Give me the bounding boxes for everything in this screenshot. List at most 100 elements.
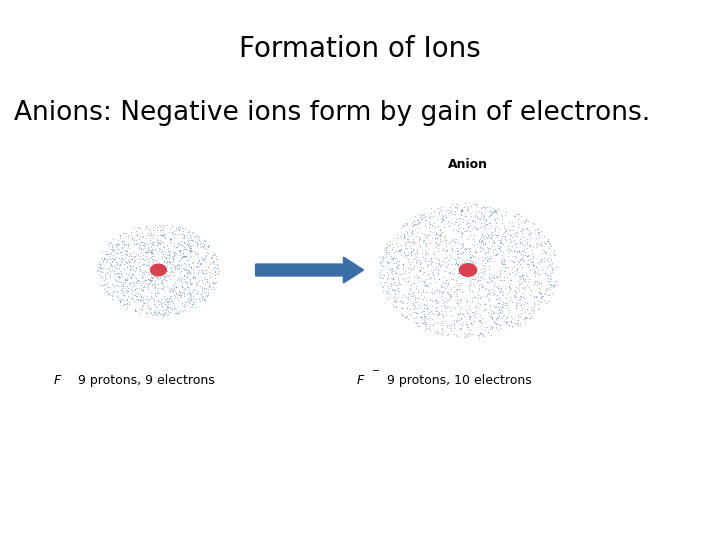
Point xyxy=(531,292,542,301)
Point xyxy=(498,275,510,284)
Point xyxy=(538,237,549,246)
Point xyxy=(515,292,526,300)
Point xyxy=(98,280,109,288)
Point xyxy=(138,241,150,250)
Point xyxy=(414,304,426,313)
Point xyxy=(117,242,128,251)
Point xyxy=(436,325,447,333)
Point xyxy=(452,227,464,235)
Point xyxy=(392,263,403,272)
Point xyxy=(141,231,153,240)
Point xyxy=(125,251,136,260)
Point xyxy=(505,257,517,266)
Point xyxy=(153,284,164,292)
Point xyxy=(183,299,194,308)
Point xyxy=(521,251,532,260)
Point xyxy=(477,203,488,212)
Point xyxy=(431,259,442,268)
Point xyxy=(463,304,474,313)
Point xyxy=(158,298,170,307)
Point xyxy=(480,292,492,300)
Point xyxy=(463,322,474,331)
Point xyxy=(425,239,436,247)
Point xyxy=(199,242,210,251)
Point xyxy=(444,240,455,248)
Point xyxy=(180,268,192,277)
Point xyxy=(542,254,554,262)
Point xyxy=(132,230,143,238)
Point xyxy=(521,305,533,314)
Point xyxy=(519,316,531,325)
Point xyxy=(477,256,488,265)
Point xyxy=(439,304,451,313)
Point xyxy=(181,300,192,309)
Point xyxy=(173,256,184,265)
Point xyxy=(442,260,454,268)
Point xyxy=(129,273,140,281)
Point xyxy=(145,303,157,312)
Point xyxy=(410,258,422,266)
Point xyxy=(123,269,135,278)
Point xyxy=(413,272,425,281)
Point xyxy=(495,234,507,243)
Point xyxy=(487,308,499,317)
Point xyxy=(533,227,544,236)
Point xyxy=(540,286,552,295)
Point xyxy=(519,314,531,322)
Point xyxy=(544,283,555,292)
Point xyxy=(197,243,209,252)
Point xyxy=(382,258,394,267)
Point xyxy=(494,288,505,296)
Point xyxy=(419,301,431,309)
Point xyxy=(99,269,111,278)
Point xyxy=(485,234,496,242)
Point xyxy=(152,267,163,275)
Point xyxy=(539,296,550,305)
Point xyxy=(449,217,461,226)
Point xyxy=(161,296,173,305)
Point xyxy=(182,255,194,264)
Point xyxy=(186,279,198,287)
Point xyxy=(374,272,385,281)
Point xyxy=(172,291,184,300)
Point xyxy=(462,319,473,328)
Point xyxy=(544,272,556,281)
Point xyxy=(409,220,420,229)
Point xyxy=(387,254,398,262)
Point xyxy=(454,265,466,274)
Point xyxy=(202,242,214,251)
Point xyxy=(157,285,168,293)
Point xyxy=(524,228,536,237)
Point xyxy=(185,269,197,278)
Point xyxy=(212,269,223,278)
Point xyxy=(450,235,462,244)
Point xyxy=(438,282,450,291)
Point xyxy=(149,275,161,284)
Point xyxy=(412,216,423,225)
Point xyxy=(143,226,155,234)
Point xyxy=(115,256,127,265)
Point xyxy=(443,256,454,265)
Point xyxy=(523,313,535,322)
Point xyxy=(534,256,545,265)
Point xyxy=(408,237,419,246)
Point xyxy=(378,244,390,253)
Point xyxy=(138,232,149,240)
Point xyxy=(125,255,136,264)
Point xyxy=(427,314,438,323)
Point xyxy=(454,298,466,307)
Point xyxy=(409,293,420,301)
Point xyxy=(100,288,112,296)
Point xyxy=(387,264,398,272)
Point xyxy=(459,272,470,280)
Point xyxy=(498,247,509,256)
Point xyxy=(420,256,431,265)
Point xyxy=(99,254,110,262)
Point xyxy=(166,305,178,313)
Point xyxy=(508,291,520,299)
Point xyxy=(426,204,437,213)
Point xyxy=(170,288,181,297)
Point xyxy=(492,312,504,321)
Point xyxy=(464,287,475,295)
Point xyxy=(390,303,402,312)
